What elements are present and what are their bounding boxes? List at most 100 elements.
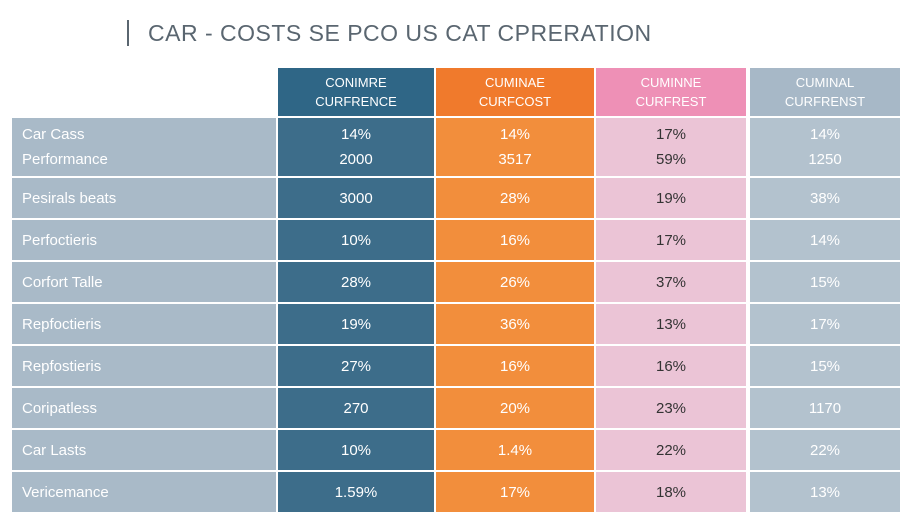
table-cell: 28% (340, 273, 372, 291)
row-label: Car Cass (22, 126, 85, 143)
table-cell-bg: 10% (278, 430, 434, 470)
table-cell: 22% (655, 441, 687, 459)
table-cell-bg: Repfostieris (12, 346, 276, 386)
table-cell-bg: 14% 1250 (750, 118, 900, 176)
table-cell-bg: 23% (596, 388, 746, 428)
table-cell-bg: 37% (596, 262, 746, 302)
table-cell-bg: 13% (750, 472, 900, 512)
table-cell-bg: 19% (596, 178, 746, 218)
table-cell-bg: 14% 2000 (278, 118, 434, 176)
table-cell: 16% (655, 357, 687, 375)
table-cell: 10% (340, 441, 372, 459)
table-cell-bg: 17% 59% (596, 118, 746, 176)
table-cell-bg: 20% (436, 388, 594, 428)
table-cell-bg: Repfoctieris (12, 304, 276, 344)
table-cell-bg: Vericemance (12, 472, 276, 512)
table-cell-bg: 16% (436, 346, 594, 386)
table-cell-bg: 19% (278, 304, 434, 344)
table-cell-bg: 16% (436, 220, 594, 260)
table-cell-bg: 1.59% (278, 472, 434, 512)
table-cell-bg: 10% (278, 220, 434, 260)
table-cell: 17% (655, 231, 687, 249)
column-header: CUMINAE CURFCOST (436, 68, 594, 116)
table-cell: 22% (809, 441, 841, 459)
table-cell-bg: 28% (278, 262, 434, 302)
table-cell-bg: 15% (750, 346, 900, 386)
table-cell-bg: 14% (750, 220, 900, 260)
table-cell: 19% (655, 189, 687, 207)
table-cell-bg: Coripatless (12, 388, 276, 428)
row-label: Repfostieris (22, 357, 102, 375)
table-cell: 3000 (339, 189, 373, 207)
table-cell: 14% (499, 126, 531, 143)
table-cell: 28% (499, 189, 531, 207)
table-cell: 19% (340, 315, 372, 333)
table-cell: 14% (809, 126, 841, 143)
row-label: Car Lasts (22, 441, 87, 459)
row-label: Performance (22, 151, 108, 168)
row-label: Corfort Talle (22, 273, 103, 291)
table-cell-bg: 17% (750, 304, 900, 344)
table-cell-bg: Pesirals beats (12, 178, 276, 218)
table-cell: 18% (655, 483, 687, 501)
table-cell: 36% (499, 315, 531, 333)
table-cell: 27% (340, 357, 372, 375)
row-label: Repfoctieris (22, 315, 102, 333)
table-cell-bg: 15% (750, 262, 900, 302)
header-line: CURFREST (635, 94, 707, 109)
table-cell: 15% (809, 357, 841, 375)
table-cell-bg: 18% (596, 472, 746, 512)
row-label: Perfoctieris (22, 231, 98, 249)
table-cell-bg: 17% (436, 472, 594, 512)
table-cell: 59% (655, 151, 687, 168)
table-cell: 1.59% (334, 483, 378, 501)
table-cell: 1250 (808, 151, 842, 168)
header-line: CONIMRE (325, 75, 387, 90)
header-line: CUMINAE (485, 75, 545, 90)
table-cell-bg: 270 (278, 388, 434, 428)
page-title: CAR - COSTS SE PCO US CAT CPRERATION (148, 20, 652, 46)
column-header: CUMINAL CURFRENST (750, 68, 900, 116)
header-line: CUMINNE (640, 75, 702, 90)
table-cell-bg: 3000 (278, 178, 434, 218)
header-line: CUMINAL (795, 75, 855, 90)
table-cell: 1170 (808, 399, 842, 417)
table-cell: 16% (499, 231, 531, 249)
table-cell: 10% (340, 231, 372, 249)
column-header: CUMINNE CURFREST (596, 68, 746, 116)
table-cell-bg: 13% (596, 304, 746, 344)
table-cell: 17% (655, 126, 687, 143)
table-cell-bg: 16% (596, 346, 746, 386)
table-cell-bg: 1170 (750, 388, 900, 428)
table-cell-bg: 28% (436, 178, 594, 218)
table-cell-bg: 22% (596, 430, 746, 470)
table-cell: 2000 (339, 151, 373, 168)
table-cell: 270 (343, 399, 369, 417)
table-cell-bg: Perfoctieris (12, 220, 276, 260)
row-label: Coripatless (22, 399, 98, 417)
row-label: Pesirals beats (22, 189, 117, 207)
row-label: Vericemance (22, 483, 109, 501)
table-cell-bg: 1.4% (436, 430, 594, 470)
title-bar (127, 20, 129, 46)
table-cell: 26% (499, 273, 531, 291)
table-cell: 3517 (498, 151, 532, 168)
table-cell-bg: 26% (436, 262, 594, 302)
table-cell: 17% (809, 315, 841, 333)
table-cell-bg: 27% (278, 346, 434, 386)
table-cell: 1.4% (497, 441, 533, 459)
table-cell-bg: 36% (436, 304, 594, 344)
table-cell: 13% (655, 315, 687, 333)
table-cell: 14% (809, 231, 841, 249)
table-cell: 15% (809, 273, 841, 291)
table-cell-bg: 22% (750, 430, 900, 470)
table-cell-bg: Car Lasts (12, 430, 276, 470)
table-cell: 16% (499, 357, 531, 375)
table-cell: 23% (655, 399, 687, 417)
table-cell: 17% (499, 483, 531, 501)
header-line: CURFRENST (784, 94, 866, 109)
header-line: CURFRENCE (315, 94, 397, 109)
table-cell-bg: 14% 3517 (436, 118, 594, 176)
table-cell: 14% (340, 126, 372, 143)
